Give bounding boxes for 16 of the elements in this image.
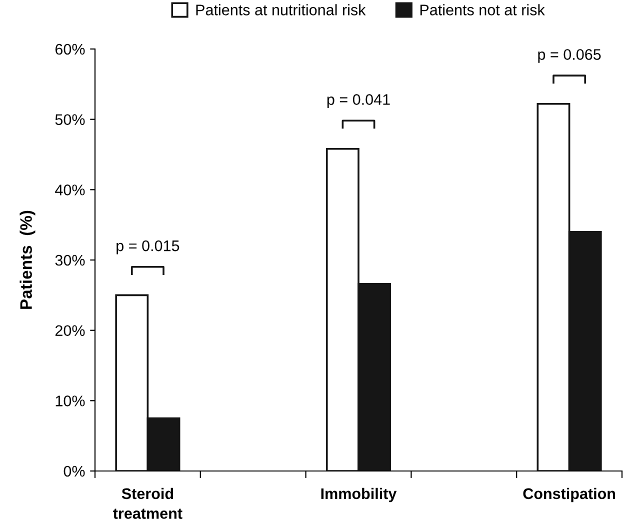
annotation: p = 0.041 [327, 94, 390, 108]
x-tick-label: Steroid treatment [113, 488, 182, 519]
y-tick-label: 60% [55, 44, 85, 55]
y-tick-label: 30% [55, 254, 85, 266]
annotation: p = 0.065 [538, 49, 601, 63]
legend-label: Patients at nutritional risk [196, 4, 366, 16]
annotation: p = 0.015 [116, 240, 180, 254]
y-tick-label: 20% [55, 325, 85, 336]
legend-label: Patients not at risk [420, 4, 545, 16]
y-tick-label: 40% [55, 184, 85, 196]
x-tick-label: Immobility [321, 488, 397, 502]
y-tick-label: 10% [56, 396, 85, 406]
y-tick-label: 50% [55, 114, 85, 126]
y-tick-label: 0% [64, 466, 85, 477]
y-axis-title: Patients (%) [20, 210, 36, 309]
x-tick-label: Constipation [523, 488, 616, 502]
